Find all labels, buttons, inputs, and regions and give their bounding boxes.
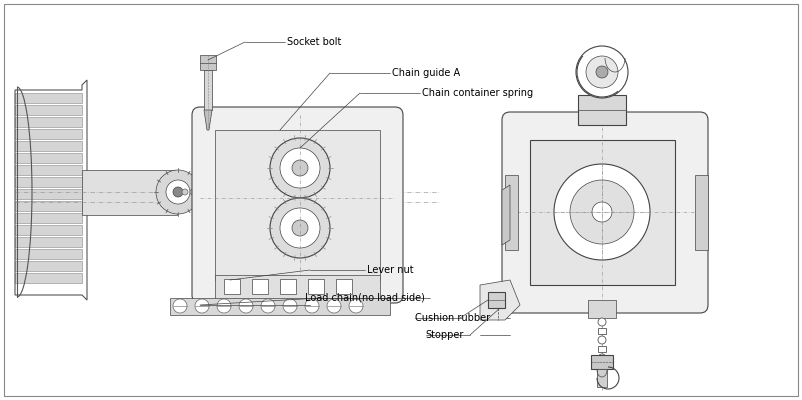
Polygon shape bbox=[170, 298, 390, 315]
Text: Socket bolt: Socket bolt bbox=[287, 37, 342, 47]
Circle shape bbox=[214, 189, 220, 195]
Bar bbox=[15, 165, 82, 175]
Bar bbox=[15, 129, 82, 139]
Bar bbox=[15, 189, 82, 199]
Bar bbox=[15, 237, 82, 247]
Bar bbox=[280, 279, 296, 294]
Bar bbox=[15, 117, 82, 127]
Bar bbox=[597, 369, 607, 387]
Bar bbox=[15, 177, 82, 187]
Text: Cushion rubber: Cushion rubber bbox=[415, 313, 490, 323]
Bar bbox=[588, 300, 616, 318]
Circle shape bbox=[280, 148, 320, 188]
Circle shape bbox=[576, 46, 628, 98]
Bar bbox=[15, 201, 82, 211]
Polygon shape bbox=[502, 185, 510, 245]
Polygon shape bbox=[204, 110, 212, 130]
Circle shape bbox=[238, 189, 244, 195]
Text: Chain guide A: Chain guide A bbox=[392, 68, 460, 78]
Circle shape bbox=[570, 180, 634, 244]
Text: Chain container spring: Chain container spring bbox=[422, 88, 533, 98]
Circle shape bbox=[182, 189, 188, 195]
Circle shape bbox=[598, 336, 606, 344]
Circle shape bbox=[217, 299, 231, 313]
Bar bbox=[598, 364, 606, 370]
Bar bbox=[578, 95, 626, 125]
Bar bbox=[308, 279, 324, 294]
Polygon shape bbox=[204, 70, 212, 110]
Circle shape bbox=[349, 299, 363, 313]
Circle shape bbox=[598, 372, 606, 380]
Bar bbox=[598, 328, 606, 334]
Circle shape bbox=[230, 189, 236, 195]
Circle shape bbox=[156, 170, 200, 214]
Circle shape bbox=[283, 299, 297, 313]
Circle shape bbox=[598, 354, 606, 362]
Bar bbox=[15, 213, 82, 223]
Circle shape bbox=[261, 299, 275, 313]
Polygon shape bbox=[480, 280, 520, 320]
Bar bbox=[82, 170, 177, 215]
Polygon shape bbox=[200, 55, 216, 70]
Bar bbox=[15, 249, 82, 259]
Circle shape bbox=[222, 189, 228, 195]
Circle shape bbox=[270, 138, 330, 198]
Text: Stopper: Stopper bbox=[425, 330, 464, 340]
Polygon shape bbox=[695, 175, 708, 250]
Bar bbox=[252, 279, 268, 294]
Polygon shape bbox=[505, 175, 518, 250]
Circle shape bbox=[239, 299, 253, 313]
Circle shape bbox=[586, 56, 618, 88]
Bar bbox=[15, 261, 82, 271]
Bar bbox=[598, 346, 606, 352]
Bar bbox=[215, 275, 380, 300]
Circle shape bbox=[206, 189, 212, 195]
Bar bbox=[336, 279, 352, 294]
Circle shape bbox=[592, 202, 612, 222]
Circle shape bbox=[292, 160, 308, 176]
Polygon shape bbox=[488, 292, 505, 308]
Circle shape bbox=[327, 299, 341, 313]
Bar bbox=[15, 141, 82, 151]
Circle shape bbox=[554, 164, 650, 260]
Bar bbox=[530, 140, 675, 285]
Bar bbox=[15, 153, 82, 163]
Circle shape bbox=[292, 220, 308, 236]
Circle shape bbox=[305, 299, 319, 313]
Circle shape bbox=[598, 318, 606, 326]
Circle shape bbox=[198, 189, 204, 195]
Circle shape bbox=[280, 208, 320, 248]
Bar bbox=[15, 225, 82, 235]
Circle shape bbox=[195, 299, 209, 313]
Bar bbox=[224, 279, 240, 294]
Circle shape bbox=[190, 189, 196, 195]
Circle shape bbox=[173, 187, 183, 197]
Circle shape bbox=[173, 299, 187, 313]
Bar bbox=[591, 355, 613, 369]
Bar bbox=[15, 273, 82, 283]
FancyBboxPatch shape bbox=[502, 112, 708, 313]
FancyBboxPatch shape bbox=[192, 107, 403, 303]
Bar bbox=[215, 130, 380, 280]
Circle shape bbox=[596, 66, 608, 78]
Bar bbox=[15, 105, 82, 115]
Text: Lever nut: Lever nut bbox=[367, 265, 414, 275]
Bar bbox=[15, 93, 82, 103]
Circle shape bbox=[270, 198, 330, 258]
Circle shape bbox=[166, 180, 190, 204]
Text: Load chain(no load side): Load chain(no load side) bbox=[305, 293, 425, 303]
